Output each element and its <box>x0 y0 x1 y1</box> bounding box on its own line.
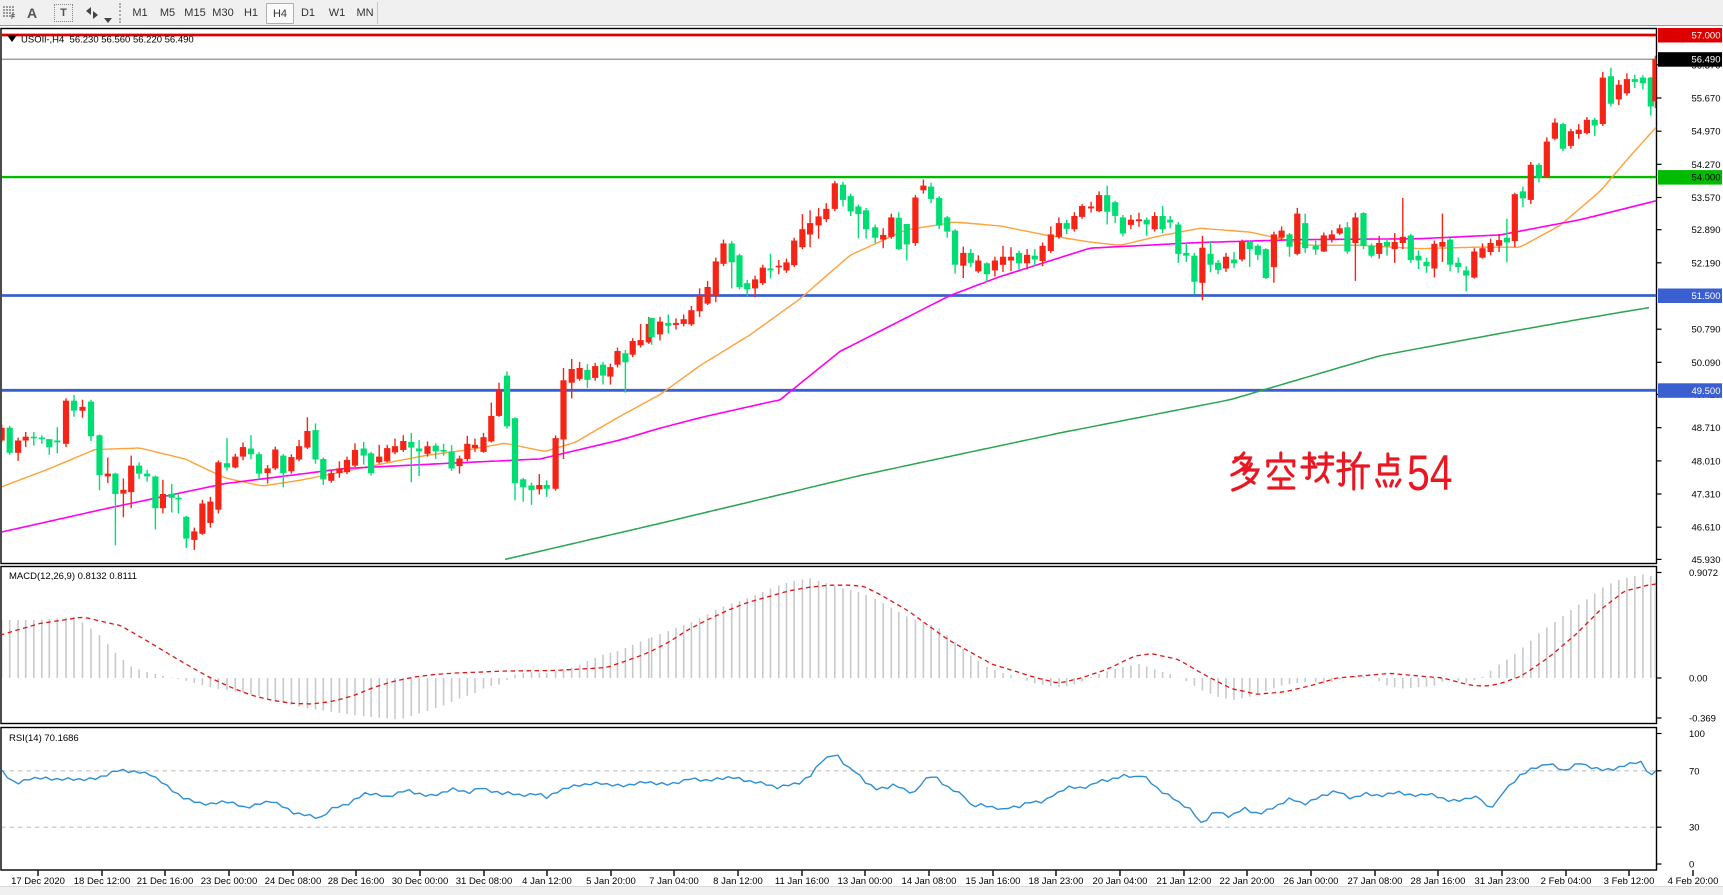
svg-text:54: 54 <box>1407 445 1453 501</box>
svg-text:21 Jan 12:00: 21 Jan 12:00 <box>1157 876 1212 887</box>
svg-text:49.500: 49.500 <box>1691 386 1720 397</box>
svg-text:18 Jan 23:00: 18 Jan 23:00 <box>1029 876 1084 887</box>
svg-text:5 Jan 20:00: 5 Jan 20:00 <box>586 876 636 887</box>
svg-text:54.270: 54.270 <box>1691 160 1720 171</box>
svg-text:8 Jan 12:00: 8 Jan 12:00 <box>713 876 763 887</box>
svg-text:31 Dec 08:00: 31 Dec 08:00 <box>456 876 513 887</box>
svg-text:F: F <box>11 14 15 20</box>
svg-text:-0.369: -0.369 <box>1689 714 1716 725</box>
svg-text:54.000: 54.000 <box>1691 173 1720 184</box>
svg-text:RSI(14) 70.1686: RSI(14) 70.1686 <box>9 733 79 744</box>
svg-text:30: 30 <box>1689 823 1700 834</box>
svg-text:48.710: 48.710 <box>1691 423 1720 434</box>
svg-text:0: 0 <box>1689 860 1694 871</box>
svg-text:30 Dec 00:00: 30 Dec 00:00 <box>392 876 449 887</box>
svg-text:52.890: 52.890 <box>1691 225 1720 236</box>
svg-text:27 Jan 08:00: 27 Jan 08:00 <box>1348 876 1403 887</box>
svg-text:14 Jan 08:00: 14 Jan 08:00 <box>902 876 957 887</box>
svg-text:23 Dec 00:00: 23 Dec 00:00 <box>201 876 258 887</box>
svg-text:2 Feb 04:00: 2 Feb 04:00 <box>1541 876 1592 887</box>
svg-text:USOIl-,H4 56.230 56.560 56.22: USOIl-,H4 56.230 56.560 56.220 56.490 <box>21 35 194 46</box>
svg-text:13 Jan 00:00: 13 Jan 00:00 <box>838 876 893 887</box>
svg-text:57.000: 57.000 <box>1691 31 1720 42</box>
svg-text:24 Dec 08:00: 24 Dec 08:00 <box>265 876 322 887</box>
svg-text:50.090: 50.090 <box>1691 358 1720 369</box>
svg-text:100: 100 <box>1689 729 1705 740</box>
svg-text:21 Dec 16:00: 21 Dec 16:00 <box>137 876 194 887</box>
svg-text:70: 70 <box>1689 766 1700 777</box>
svg-text:55.670: 55.670 <box>1691 94 1720 105</box>
svg-text:0.9072: 0.9072 <box>1689 568 1718 579</box>
svg-text:46.610: 46.610 <box>1691 523 1720 534</box>
svg-text:4 Feb 20:00: 4 Feb 20:00 <box>1668 876 1719 887</box>
svg-text:56.490: 56.490 <box>1691 55 1720 66</box>
svg-text:MACD(12,26,9) 0.8132 0.8111: MACD(12,26,9) 0.8132 0.8111 <box>9 571 137 582</box>
svg-text:52.190: 52.190 <box>1691 258 1720 269</box>
svg-text:4 Jan 12:00: 4 Jan 12:00 <box>522 876 572 887</box>
svg-text:28 Jan 16:00: 28 Jan 16:00 <box>1411 876 1466 887</box>
svg-text:31 Jan 23:00: 31 Jan 23:00 <box>1475 876 1530 887</box>
svg-text:45.930: 45.930 <box>1691 555 1720 566</box>
svg-text:54.970: 54.970 <box>1691 127 1720 138</box>
svg-text:0.00: 0.00 <box>1689 674 1708 685</box>
svg-text:7 Jan 04:00: 7 Jan 04:00 <box>649 876 699 887</box>
svg-text:15 Jan 16:00: 15 Jan 16:00 <box>966 876 1021 887</box>
svg-text:50.790: 50.790 <box>1691 325 1720 336</box>
svg-text:51.500: 51.500 <box>1691 291 1720 302</box>
svg-text:18 Dec 12:00: 18 Dec 12:00 <box>74 876 131 887</box>
svg-text:22 Jan 20:00: 22 Jan 20:00 <box>1220 876 1275 887</box>
svg-text:47.310: 47.310 <box>1691 490 1720 501</box>
svg-text:11 Jan 16:00: 11 Jan 16:00 <box>775 876 829 887</box>
svg-text:20 Jan 04:00: 20 Jan 04:00 <box>1093 876 1148 887</box>
svg-text:3 Feb 12:00: 3 Feb 12:00 <box>1604 876 1655 887</box>
svg-text:17 Dec 2020: 17 Dec 2020 <box>11 876 65 887</box>
svg-text:53.570: 53.570 <box>1691 193 1720 204</box>
svg-text:28 Dec 16:00: 28 Dec 16:00 <box>328 876 385 887</box>
svg-text:26 Jan 00:00: 26 Jan 00:00 <box>1284 876 1339 887</box>
svg-text:48.010: 48.010 <box>1691 456 1720 467</box>
